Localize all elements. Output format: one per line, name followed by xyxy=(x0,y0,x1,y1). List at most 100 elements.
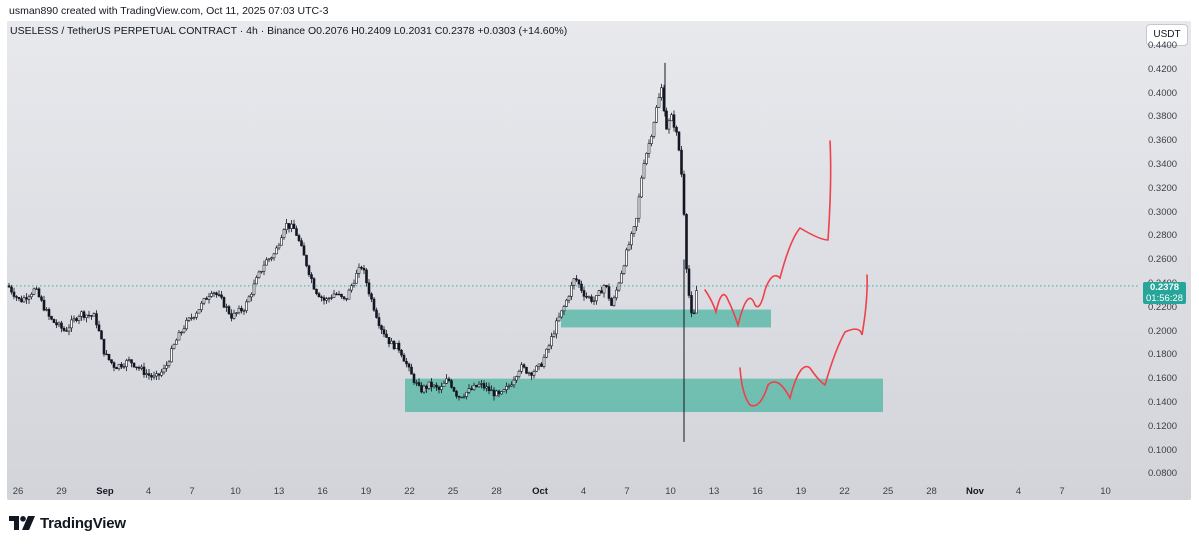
time-axis-label: 28 xyxy=(491,486,502,497)
candle-body xyxy=(225,306,228,308)
candle-body xyxy=(487,386,491,392)
brand-name: TradingView xyxy=(40,514,126,532)
candle-body xyxy=(575,278,578,281)
time-axis-label: 10 xyxy=(230,486,241,497)
candle-body xyxy=(667,120,671,130)
candle-body xyxy=(190,317,193,319)
candle-body xyxy=(317,293,321,298)
candle-body xyxy=(295,228,298,236)
time-axis-label: 26 xyxy=(12,486,24,497)
candle-body xyxy=(675,126,678,133)
candle-body xyxy=(282,229,286,239)
candle-body xyxy=(155,373,158,377)
price-axis-label: 0.1000 xyxy=(1148,444,1178,456)
candle-body xyxy=(290,223,293,229)
candle-body xyxy=(630,233,633,246)
candle-body xyxy=(395,342,398,350)
candle-body xyxy=(347,289,351,300)
candle-body xyxy=(425,385,428,389)
candle-body xyxy=(187,317,191,321)
candle-body xyxy=(645,153,648,164)
candle-body xyxy=(437,386,441,390)
candle-body xyxy=(650,136,653,144)
candle-body xyxy=(297,235,301,241)
candle-body xyxy=(307,265,311,275)
price-axis-label: 0.4000 xyxy=(1148,87,1178,99)
candle-body xyxy=(110,359,113,363)
candle-body xyxy=(232,312,236,319)
candle-body xyxy=(20,298,23,303)
candle-body xyxy=(257,271,261,278)
candle-body xyxy=(505,386,508,390)
candle-body xyxy=(147,373,151,376)
time-axis-label: Oct xyxy=(532,486,548,497)
candle-body xyxy=(422,385,426,393)
time-axis-label: 22 xyxy=(404,486,415,497)
price-axis-label: 0.1800 xyxy=(1148,349,1178,361)
candle-body xyxy=(115,367,118,370)
candle-body xyxy=(242,310,246,312)
tradingview-footer: TradingView xyxy=(9,513,126,533)
candle-body xyxy=(330,297,333,299)
candle-body xyxy=(432,384,436,388)
candle-body xyxy=(500,391,503,395)
time-axis-label: 25 xyxy=(447,486,459,497)
candle-body xyxy=(197,309,201,314)
candle-body xyxy=(340,293,343,297)
candle-body xyxy=(572,278,576,286)
price-axis-label: 0.3800 xyxy=(1148,111,1178,123)
candle-body xyxy=(537,363,541,367)
candle-body xyxy=(467,388,471,393)
time-axis-label: 7 xyxy=(1059,486,1065,497)
candle-body xyxy=(92,313,96,317)
time-axis-label: 25 xyxy=(882,486,894,497)
candle-body xyxy=(547,345,551,350)
candle-body xyxy=(480,383,483,385)
chart-pane[interactable] xyxy=(7,21,1191,500)
candle-body xyxy=(532,371,536,376)
candle-body xyxy=(382,329,386,335)
candle-body xyxy=(72,318,76,321)
candle-body xyxy=(102,338,106,355)
candle-body xyxy=(615,289,618,299)
candle-body xyxy=(442,382,446,387)
candle-body xyxy=(105,353,108,356)
symbol-legend: USELESS / TetherUS PERPETUAL CONTRACT · … xyxy=(10,25,567,37)
candle-body xyxy=(655,107,658,123)
candle-body xyxy=(652,121,656,137)
candle-body xyxy=(507,385,511,388)
candle-body xyxy=(647,143,651,154)
candle-body xyxy=(680,149,683,175)
candle-body xyxy=(562,306,566,312)
candle-body xyxy=(52,318,56,323)
candle-body xyxy=(205,298,208,300)
time-axis-label: Sep xyxy=(96,486,114,497)
candle-body xyxy=(657,97,661,108)
candle-body xyxy=(642,163,646,179)
candle-body xyxy=(342,296,346,299)
candle-body xyxy=(267,258,271,261)
candle-body xyxy=(10,286,13,293)
candle-body xyxy=(30,293,33,298)
candle-body xyxy=(145,373,148,375)
candle-body xyxy=(112,362,116,368)
candle-body xyxy=(212,292,216,294)
candle-body xyxy=(312,278,316,290)
candle-body xyxy=(620,273,623,284)
currency-button[interactable]: USDT xyxy=(1146,24,1188,46)
candle-body xyxy=(690,295,693,314)
price-axis-label: 0.3600 xyxy=(1148,135,1178,147)
candle-body xyxy=(367,282,371,295)
candle-body xyxy=(122,366,126,368)
candle-body xyxy=(85,314,88,318)
candle-body xyxy=(477,383,481,388)
candle-body xyxy=(502,389,506,393)
candle-body xyxy=(180,331,183,334)
candle-body xyxy=(305,254,308,267)
candle-body xyxy=(435,384,438,388)
demand-zone-upper xyxy=(561,309,771,328)
candle-body xyxy=(592,300,596,302)
candle-body xyxy=(515,376,518,381)
candle-body xyxy=(100,330,103,340)
